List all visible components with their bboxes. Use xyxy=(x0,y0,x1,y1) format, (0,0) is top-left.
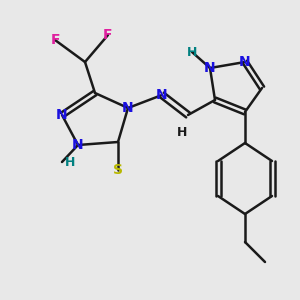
Text: H: H xyxy=(65,155,75,169)
Text: N: N xyxy=(156,88,168,102)
Text: N: N xyxy=(122,101,134,115)
Text: F: F xyxy=(103,28,113,42)
Text: S: S xyxy=(113,163,123,177)
Text: N: N xyxy=(56,108,68,122)
Text: N: N xyxy=(72,138,84,152)
Text: H: H xyxy=(177,125,187,139)
Text: N: N xyxy=(204,61,216,75)
Text: F: F xyxy=(50,33,60,47)
Text: H: H xyxy=(187,46,197,59)
Text: N: N xyxy=(239,55,251,69)
